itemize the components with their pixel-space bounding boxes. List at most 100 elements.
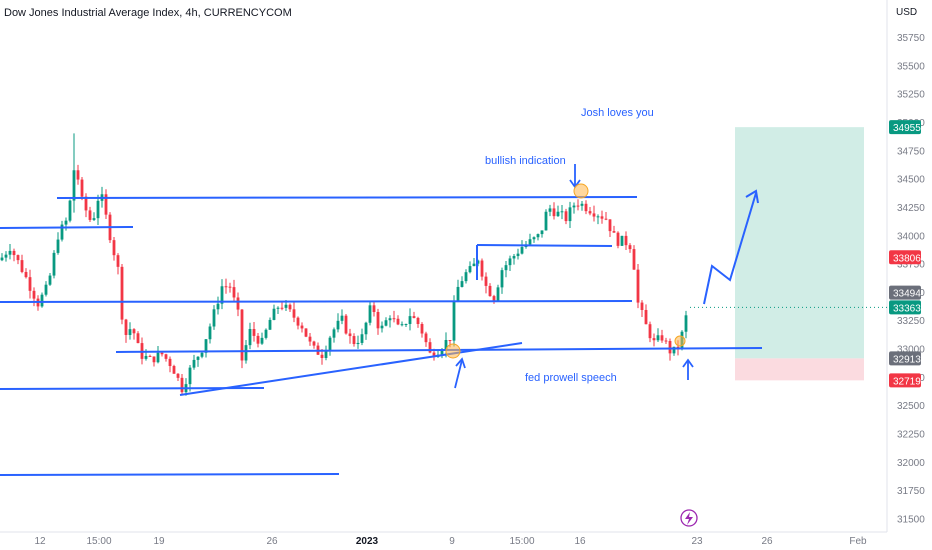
- candle-body: [628, 245, 632, 250]
- x-tick-label: 15:00: [509, 536, 534, 547]
- chart-title: Dow Jones Industrial Average Index, 4h, …: [4, 7, 292, 19]
- candle-body: [240, 309, 244, 361]
- candle-body: [128, 329, 132, 335]
- candle-body: [556, 211, 560, 217]
- candle-body: [12, 250, 16, 256]
- candle-body: [568, 207, 572, 222]
- candle-body: [612, 231, 616, 233]
- candle-body: [464, 272, 468, 282]
- candle-body: [564, 211, 568, 222]
- x-tick-label: 26: [266, 536, 278, 547]
- candle-body: [520, 247, 524, 254]
- candle-body: [4, 254, 8, 258]
- candle-body: [96, 200, 100, 219]
- candle-body: [160, 352, 164, 355]
- candle-body: [48, 275, 52, 285]
- candle-body: [400, 324, 404, 326]
- y-tick-label: 35500: [897, 61, 925, 72]
- candle-body: [176, 373, 180, 378]
- candle-body: [244, 345, 248, 361]
- candle-body: [584, 203, 588, 212]
- candle-body: [408, 316, 412, 324]
- x-tick-label: 26: [761, 536, 773, 547]
- candle-body: [468, 266, 472, 273]
- x-tick-label: 16: [574, 536, 586, 547]
- candle-body: [136, 333, 140, 344]
- candle-body: [404, 323, 408, 325]
- candle-body: [292, 309, 296, 318]
- candle-body: [172, 366, 176, 374]
- candle-body: [56, 239, 60, 253]
- candle-body: [308, 336, 312, 342]
- currency-label: USD: [896, 7, 918, 18]
- candle-body: [432, 352, 436, 358]
- candle-body: [340, 315, 344, 321]
- candle-body: [300, 325, 304, 329]
- candle-body: [388, 318, 392, 321]
- candle-body: [684, 315, 688, 332]
- candle-body: [180, 377, 184, 393]
- candle-body: [644, 309, 648, 325]
- candle-body: [492, 296, 496, 302]
- lightning-icon: [685, 512, 693, 525]
- price-tag-label: 34955: [893, 123, 921, 134]
- candle-body: [44, 284, 48, 295]
- candle-body: [384, 320, 388, 326]
- candle-body: [380, 325, 384, 329]
- candle-body: [148, 355, 152, 357]
- candle-body: [672, 346, 676, 354]
- highlight-circle: [445, 343, 461, 359]
- candle-body: [352, 336, 356, 345]
- price-tag: [889, 300, 921, 315]
- support-resistance-mid: [0, 300, 633, 303]
- candle-body: [624, 235, 628, 246]
- y-tick-label: 33750: [897, 260, 925, 271]
- y-tick-label: 32000: [897, 458, 925, 469]
- annotation-label: fed prowell speech: [525, 372, 617, 384]
- resistance-line-top: [56, 196, 638, 199]
- x-tick-label: 15:00: [86, 536, 111, 547]
- x-tick-label: 2023: [356, 536, 379, 547]
- candle-body: [516, 253, 520, 257]
- candle-body: [104, 194, 108, 215]
- rising-trendline: [179, 342, 523, 396]
- candle-body: [312, 341, 316, 346]
- x-tick-label: 19: [153, 536, 165, 547]
- candle-body: [488, 285, 492, 297]
- candle-body: [188, 367, 192, 385]
- candle-body: [452, 301, 456, 341]
- candle-body: [120, 266, 124, 320]
- projection-path: [703, 192, 757, 305]
- candle-body: [640, 302, 644, 310]
- candle-body: [72, 170, 76, 201]
- candle-body: [656, 335, 660, 341]
- price-tag-label: 32719: [893, 376, 921, 387]
- candle-body: [132, 329, 136, 334]
- candle-body: [620, 235, 624, 246]
- candle-body: [68, 200, 72, 221]
- x-tick-label: 23: [691, 536, 703, 547]
- candle-body: [360, 334, 364, 343]
- candle-body: [84, 196, 88, 211]
- candle-body: [560, 211, 564, 213]
- price-tag-label: 33806: [893, 253, 921, 264]
- price-tag: [889, 351, 921, 366]
- y-tick-label: 35250: [897, 90, 925, 101]
- candle-body: [616, 232, 620, 246]
- candle-body: [260, 337, 264, 344]
- candle-body: [532, 237, 536, 240]
- candle-body: [368, 305, 372, 323]
- candle-body: [416, 317, 420, 325]
- candle-body: [668, 340, 672, 354]
- candle-body: [296, 317, 300, 326]
- price-tag: [889, 373, 921, 388]
- candle-body: [480, 260, 484, 277]
- candle-body: [536, 234, 540, 238]
- up-arrow-head-right: [682, 358, 694, 368]
- candle-body: [496, 287, 500, 302]
- candle-body: [588, 211, 592, 214]
- candle-body: [236, 297, 240, 310]
- candle-body: [216, 303, 220, 310]
